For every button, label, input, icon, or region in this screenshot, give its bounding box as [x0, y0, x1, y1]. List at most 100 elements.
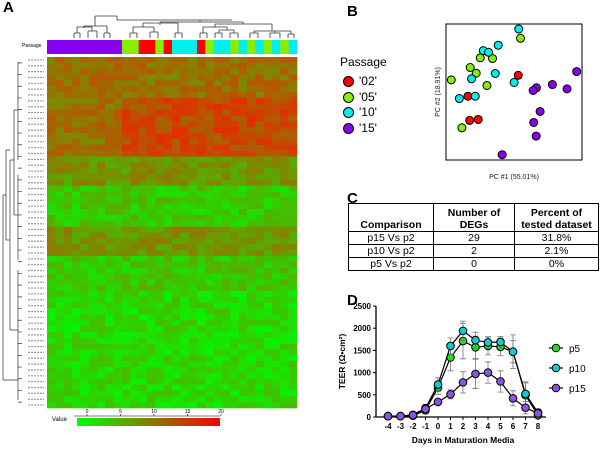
panel-label-d: D: [347, 292, 358, 309]
heatmap-cell: [63, 355, 73, 362]
heatmap-cell: [197, 320, 206, 327]
heatmap-cell: [147, 296, 156, 303]
heatmap-cell: [230, 349, 239, 356]
heatmap-cell: [288, 331, 298, 339]
heatmap-cell: [205, 372, 214, 380]
heatmap-cell: [247, 97, 256, 105]
heatmap-cell: [238, 384, 248, 391]
heatmap-cell: [155, 285, 164, 292]
heatmap-cell: [47, 179, 56, 186]
heatmap-cell: [105, 255, 114, 263]
panel-label-a: A: [3, 0, 14, 16]
heatmap-cell: [188, 127, 198, 134]
heatmap-cell: [263, 390, 273, 397]
heatmap-cell: [113, 174, 123, 181]
heatmap-cell: [105, 220, 114, 227]
heatmap-cell: [172, 261, 181, 268]
heatmap-cell: [288, 396, 298, 403]
pca-point: [509, 77, 519, 87]
heatmap-cell: [238, 62, 248, 69]
heatmap-cell: [280, 396, 289, 403]
heatmap-cell: [172, 367, 181, 374]
heatmap-cell: [263, 133, 273, 140]
heatmap-cell: [255, 115, 264, 122]
heatmap-cell: [263, 285, 273, 292]
data-point: [471, 335, 480, 345]
heatmap-cell: [280, 302, 289, 309]
heatmap-cell: [88, 308, 98, 315]
heatmap-cell: [197, 121, 206, 128]
heatmap-cell: [105, 308, 114, 315]
heatmap-cell: [188, 86, 198, 93]
heatmap-cell: [222, 115, 231, 122]
heatmap-cell: [88, 349, 98, 356]
heatmap-cell: [222, 367, 231, 374]
heatmap-cell: [172, 296, 181, 303]
heatmap-cell: [163, 267, 173, 274]
heatmap-cell: [97, 209, 106, 216]
heatmap-cell: [147, 261, 156, 268]
heatmap-cell: [230, 121, 239, 128]
table-cell: 0%: [514, 257, 599, 271]
heatmap-cell: [80, 267, 89, 274]
panel-label-c: C: [347, 190, 358, 207]
heatmap-cell: [188, 209, 198, 216]
heatmap-cell: [105, 86, 114, 93]
heatmap-cell: [180, 367, 189, 374]
heatmap-cell: [113, 197, 123, 204]
heatmap-cell: [80, 367, 89, 374]
heatmap-cell: [122, 168, 131, 175]
heatmap-cell: [222, 384, 231, 391]
heatmap-cell: [113, 384, 123, 391]
heatmap-cell: [80, 97, 89, 105]
heatmap-cell: [213, 343, 223, 350]
heatmap-cell: [122, 384, 131, 391]
heatmap-cell: [272, 285, 281, 292]
heatmap-cell: [205, 150, 214, 157]
heatmap-cell: [88, 203, 98, 210]
heatmap-cell: [113, 220, 123, 227]
heatmap-cell: [180, 320, 189, 327]
heatmap-cell: [288, 402, 298, 409]
heatmap-cell: [97, 144, 106, 151]
heatmap-cell: [97, 197, 106, 204]
heatmap-cell: [272, 314, 281, 321]
heatmap-cell: [55, 320, 64, 327]
heatmap-cell: [55, 308, 64, 315]
heatmap-cell: [288, 337, 298, 344]
pca-x-label: PC #1 (55.01%): [489, 174, 539, 181]
heatmap-cell: [213, 209, 223, 216]
heatmap-cell: [288, 390, 298, 397]
passage-column: [130, 40, 139, 54]
heatmap-cell: [147, 308, 156, 315]
legend-label: p5: [569, 344, 581, 355]
scale-tick-label: 20: [218, 409, 224, 415]
heatmap-cell: [255, 314, 264, 321]
legend-label: p10: [569, 364, 586, 375]
heatmap-cell: [138, 296, 148, 303]
heatmap-cell: [230, 185, 239, 192]
heatmap-cell: [280, 156, 289, 163]
heatmap-cell: [255, 214, 264, 222]
heatmap-cell: [72, 144, 81, 151]
data-point: [433, 380, 443, 389]
heatmap-cell: [88, 396, 98, 403]
heatmap-cell: [80, 372, 89, 380]
heatmap-cell: [197, 232, 206, 239]
passage-column: [280, 40, 289, 54]
heatmap-cell: [97, 285, 106, 292]
pca-point: [488, 54, 498, 64]
heatmap-cell: [47, 226, 56, 233]
heatmap-cell: [97, 68, 106, 75]
heatmap-cell: [138, 121, 148, 128]
heatmap-cell: [163, 144, 173, 151]
heatmap-cell: [88, 361, 98, 368]
heatmap-cell: [238, 226, 248, 233]
heatmap-cell: [197, 150, 206, 157]
heatmap-cell: [272, 162, 281, 169]
heatmap-cell: [280, 261, 289, 268]
heatmap-cell: [288, 220, 298, 227]
heatmap-cell: [163, 121, 173, 128]
heatmap-cell: [88, 355, 98, 362]
